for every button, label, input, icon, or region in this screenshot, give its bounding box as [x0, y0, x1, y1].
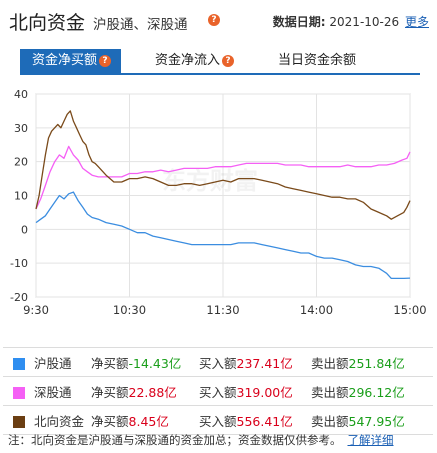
watermark: 东方财富: [162, 167, 258, 195]
buy-label: 买入额: [199, 355, 237, 371]
legend-table: 沪股通 净买额-14.43亿 买入额237.41亿 卖出额251.84亿 深股通 净买额2…: [3, 347, 433, 435]
sell-value: 296.12亿: [348, 384, 405, 400]
legend-row: 沪股通 净买额-14.43亿 买入额237.41亿 卖出额251.84亿: [3, 347, 433, 377]
buy-value: 556.41亿: [236, 413, 293, 429]
chart-axes: 40 30 20 10 0 -10 -209:30 10:30 11:30 14:00 15:00: [10, 88, 427, 317]
help-icon[interactable]: ?: [99, 55, 112, 67]
y-tick-label: 20: [14, 156, 28, 169]
legend-swatch: [13, 415, 25, 428]
page-subtitle: 沪股通、深股通: [93, 17, 188, 33]
x-tick-label: 14:00: [300, 303, 333, 317]
y-tick-label: 0: [21, 223, 28, 236]
y-tick-label: 30: [14, 122, 28, 135]
legend-series-name: 北向资金: [34, 413, 85, 429]
net-buy-value: 8.45亿: [128, 413, 169, 429]
chart-series: [35, 110, 411, 280]
sell-label: 卖出额: [311, 413, 349, 429]
legend-series-name: 深股通: [34, 384, 72, 400]
tab-daily-balance[interactable]: 当日资金余额: [278, 49, 356, 73]
date-value: 2021-10-26: [329, 15, 400, 29]
x-tick-label: 10:30: [113, 303, 146, 317]
tab-daily-balance-label: 当日资金余额: [278, 53, 357, 68]
sell-label: 卖出额: [311, 384, 349, 400]
net-buy-value: -14.43亿: [128, 355, 182, 371]
buy-label: 买入额: [199, 413, 237, 429]
sell-value: 547.95亿: [348, 413, 405, 429]
date-label: 数据日期:: [272, 15, 326, 29]
tab-net-inflow[interactable]: 资金净流入?: [155, 49, 235, 73]
footnote-text: 注：北向资金是沪股通与深股通的资金加总；资金数据仅供参考。: [8, 433, 342, 447]
net-buy-label: 净买额: [91, 355, 129, 371]
y-tick-label: 10: [14, 190, 28, 203]
date-area: 数据日期: 2021-10-26 更多: [273, 13, 429, 30]
tab-net-inflow-label: 资金净流入: [155, 53, 221, 68]
buy-value: 319.00亿: [236, 384, 293, 400]
series-line-2: [35, 145, 411, 210]
page-title: 北向资金: [9, 12, 86, 34]
y-tick-label: -20: [10, 291, 28, 304]
y-tick-label: 40: [14, 88, 28, 101]
buy-label: 买入额: [199, 384, 237, 400]
legend-swatch: [13, 357, 25, 370]
series-line-1: [35, 191, 411, 280]
net-buy-label: 净买额: [91, 384, 129, 400]
x-tick-label: 15:00: [393, 303, 426, 317]
buy-value: 237.41亿: [236, 355, 293, 371]
series-line-3: [35, 110, 411, 220]
detail-link[interactable]: 了解详细: [347, 433, 394, 447]
footnote: 注：北向资金是沪股通与深股通的资金加总；资金数据仅供参考。 了解详细: [8, 432, 394, 448]
chart-grid: [35, 93, 411, 298]
legend-row: 北向资金 净买额8.45亿 买入额556.41亿 卖出额547.95亿: [3, 405, 433, 435]
x-tick-label: 11:30: [206, 303, 239, 317]
help-icon[interactable]: ?: [208, 14, 220, 26]
sell-label: 卖出额: [311, 355, 349, 371]
legend-swatch: [13, 386, 25, 399]
tab-underline: [20, 73, 420, 75]
net-buy-value: 22.88亿: [128, 384, 177, 400]
tab-bar: 资金净买额? 资金净流入? 当日资金余额: [20, 49, 420, 75]
help-icon[interactable]: ?: [222, 55, 235, 67]
legend-row: 深股通 净买额22.88亿 买入额319.00亿 卖出额296.12亿: [3, 376, 433, 406]
sell-value: 251.84亿: [348, 355, 405, 371]
tab-net-buy[interactable]: 资金净买额?: [20, 49, 122, 73]
line-chart: 东方财富 40 30 20 10 0 -10 -209:30 10:30 11:30 14:00 1…: [10, 88, 427, 317]
legend-series-name: 沪股通: [34, 355, 72, 371]
net-buy-label: 净买额: [91, 413, 129, 429]
tab-net-buy-label: 资金净买额: [32, 53, 98, 68]
x-tick-label: 9:30: [23, 303, 49, 317]
y-tick-label: -10: [10, 257, 28, 270]
more-link[interactable]: 更多: [404, 15, 429, 29]
